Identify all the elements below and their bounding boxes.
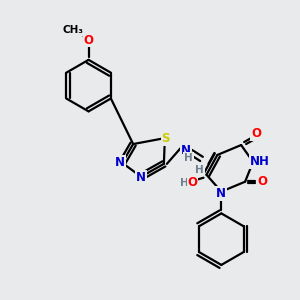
- Text: N: N: [136, 171, 146, 184]
- Text: O: O: [251, 127, 261, 140]
- Text: NH: NH: [250, 155, 270, 168]
- Text: S: S: [162, 132, 170, 145]
- Text: H: H: [184, 153, 193, 163]
- Text: N: N: [115, 156, 125, 170]
- Text: H: H: [195, 165, 204, 175]
- Text: O: O: [84, 34, 94, 46]
- Text: H: H: [180, 178, 189, 188]
- Text: CH₃: CH₃: [62, 25, 83, 35]
- Text: N: N: [181, 143, 191, 157]
- Text: N: N: [216, 187, 226, 200]
- Text: O: O: [188, 176, 198, 189]
- Text: O: O: [257, 175, 267, 188]
